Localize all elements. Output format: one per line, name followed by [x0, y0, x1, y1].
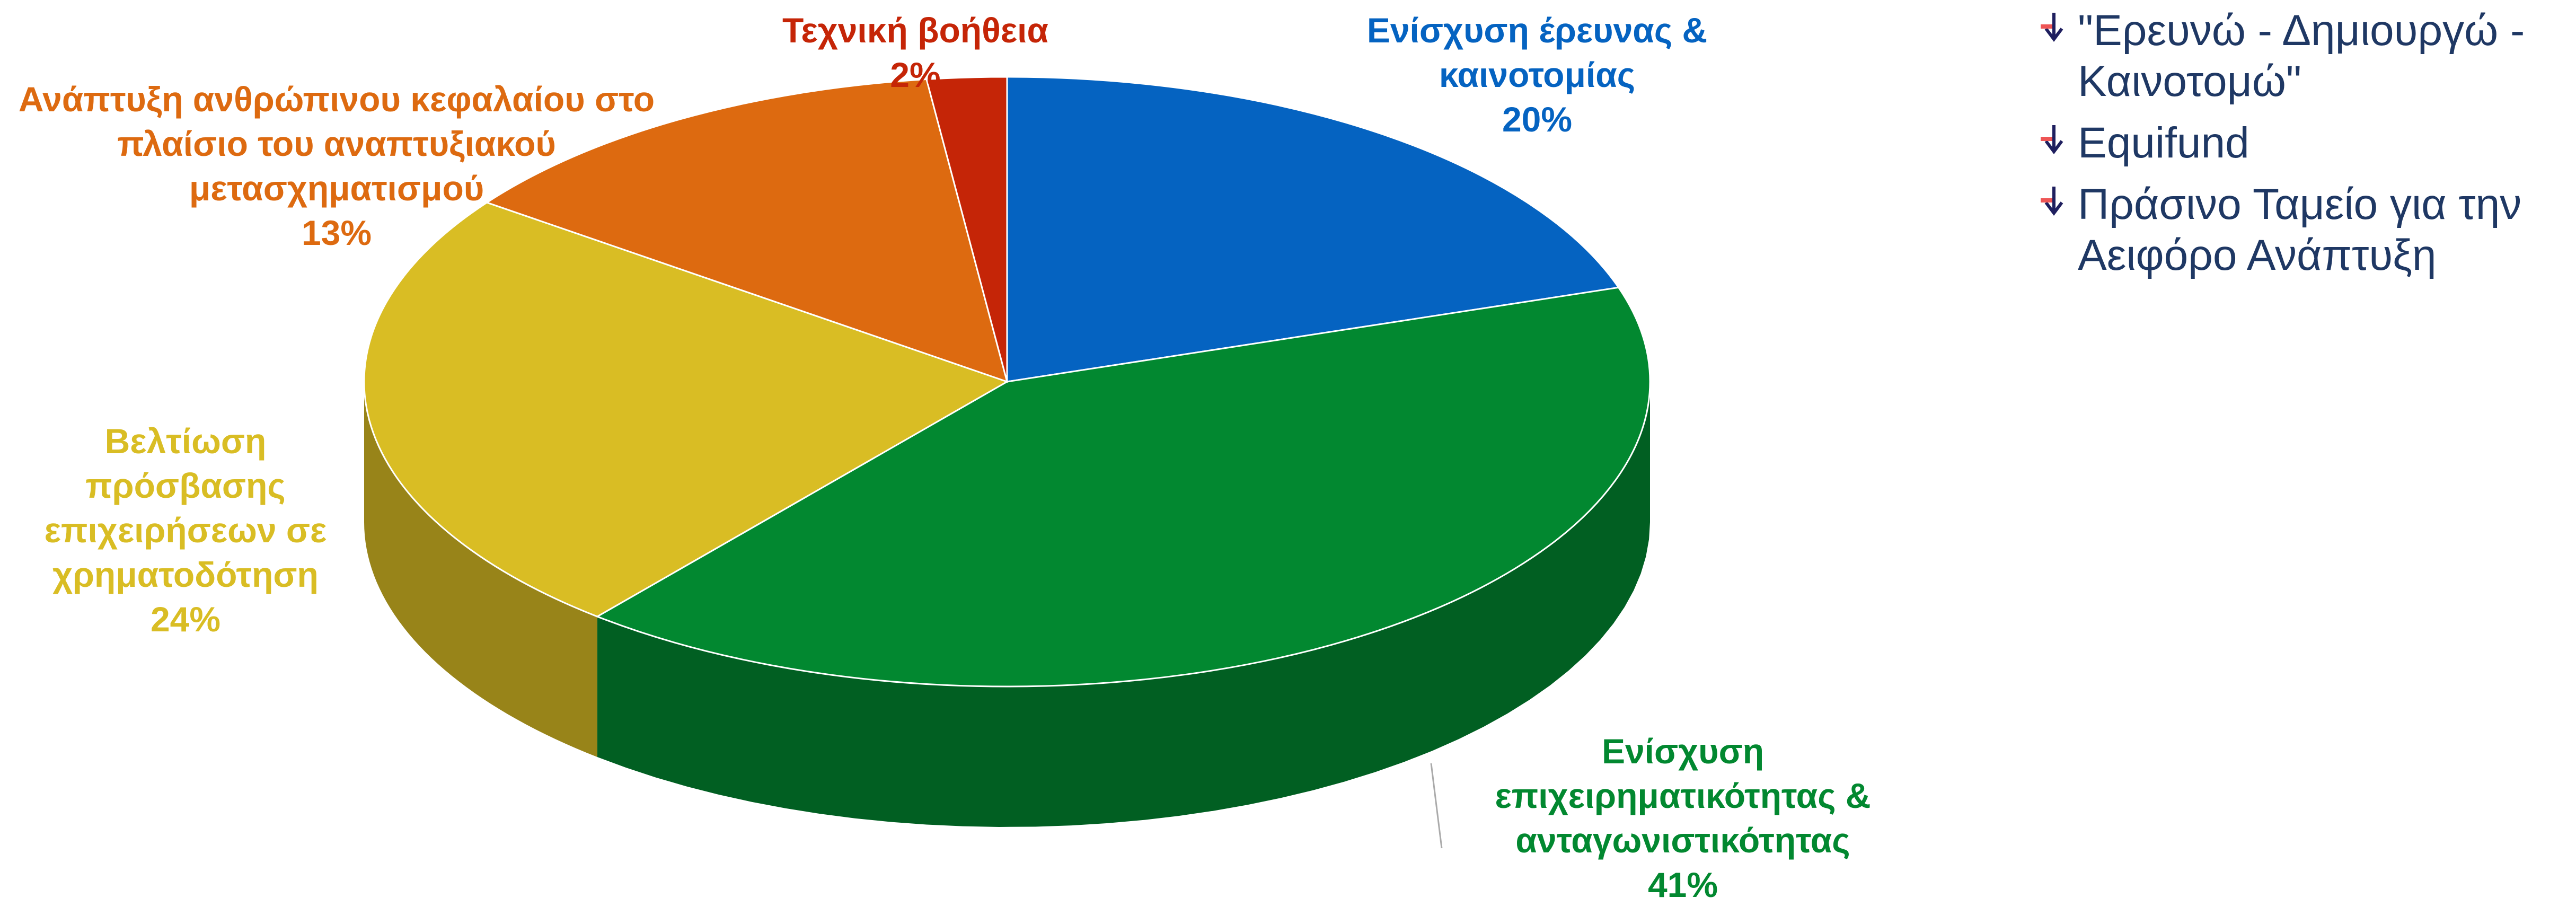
pie-slice-side [364, 382, 597, 758]
category-label: Βελτίωση πρόσβασης επιχειρήσεων σε χρημα… [44, 421, 327, 594]
value-label: 2% [890, 55, 941, 94]
bullet-icon [2041, 187, 2063, 216]
bullet-item: Equifund [2041, 118, 2571, 169]
bullet-text: Equifund [2078, 119, 2249, 167]
value-label: 13% [301, 213, 372, 252]
pie-slice [363, 201, 1009, 618]
slice-label: Ενίσχυση έρευνας & καινοτομίας 20% [1346, 8, 1728, 142]
category-label: Ανάπτυξη ανθρώπινου κεφαλαίου στο πλαίσι… [18, 80, 655, 208]
slice-label: Ανάπτυξη ανθρώπινου κεφαλαίου στο πλαίσι… [0, 77, 681, 255]
bullet-text: "Ερευνώ - Δημιουργώ - Καινοτομώ" [2078, 6, 2525, 105]
pie-slice [595, 286, 1651, 688]
slice-label: Βελτίωση πρόσβασης επιχειρήσεων σε χρημα… [16, 419, 355, 641]
pie-slice [925, 76, 1008, 382]
bullet-icon [2041, 13, 2063, 42]
slice-label: Ενίσχυση επιχειρηματικότητας & ανταγωνισ… [1444, 729, 1921, 898]
value-label: 41% [1647, 865, 1718, 898]
pie-slice-side [597, 382, 1650, 827]
bullet-icon [2041, 125, 2063, 154]
bullet-list: "Ερευνώ - Δημιουργώ - Καινοτομώ" Equifun… [2041, 5, 2571, 292]
pie-slice [485, 78, 1009, 383]
value-label: 20% [1502, 100, 1573, 139]
leader-line [1430, 763, 1443, 849]
bullet-item: "Ερευνώ - Δημιουργώ - Καινοτομώ" [2041, 5, 2571, 107]
category-label: Ενίσχυση επιχειρηματικότητας & ανταγωνισ… [1495, 732, 1871, 860]
slice-label: Τεχνική βοήθεια 2% [730, 8, 1101, 97]
bullet-item: Πράσινο Ταμείο για την Αειφόρο Ανάπτυξη [2041, 179, 2571, 281]
category-label: Τεχνική βοήθεια [782, 11, 1049, 50]
value-label: 24% [150, 600, 221, 639]
bullet-text: Πράσινο Ταμείο για την Αειφόρο Ανάπτυξη [2078, 180, 2522, 279]
pie-slice [1006, 76, 1620, 383]
category-label: Ενίσχυση έρευνας & καινοτομίας [1366, 11, 1708, 94]
